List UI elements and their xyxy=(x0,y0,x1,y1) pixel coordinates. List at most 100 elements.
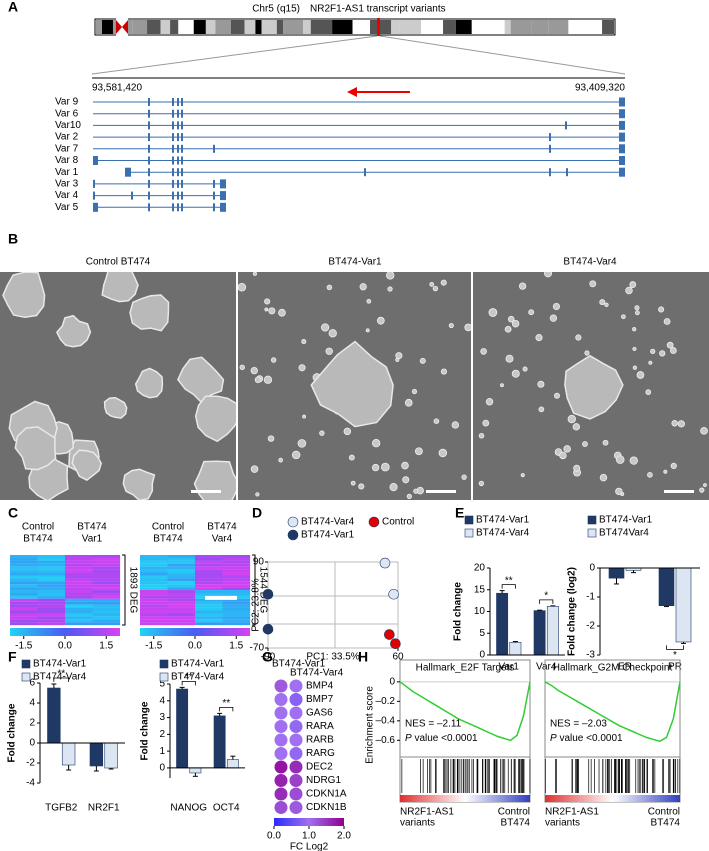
heat-cell xyxy=(195,563,223,567)
dot xyxy=(289,706,303,720)
legend-swatch xyxy=(587,528,597,538)
cell xyxy=(511,319,520,328)
heat-cell xyxy=(92,584,121,588)
gene-label: BMP4 xyxy=(306,681,334,692)
heat-cell xyxy=(10,581,38,585)
cell xyxy=(677,420,685,428)
panel-letter: H xyxy=(358,649,368,665)
heat-cell xyxy=(140,566,168,570)
cell xyxy=(528,309,535,316)
panel-letter: A xyxy=(8,0,18,15)
band xyxy=(132,20,148,34)
cell xyxy=(549,314,558,322)
colorbar xyxy=(274,818,344,826)
coordinate: 93,581,420 xyxy=(92,83,142,94)
cell-cluster xyxy=(564,354,624,420)
y-tick-label: -1 xyxy=(586,592,595,603)
gene-label: DEC2 xyxy=(306,762,333,773)
heat-cell xyxy=(222,569,251,573)
y-tick-label: –0.4 xyxy=(376,715,396,726)
cell xyxy=(366,298,372,304)
cell xyxy=(411,388,418,395)
band xyxy=(160,20,171,34)
legend-swatch xyxy=(21,672,31,682)
centromere xyxy=(122,20,128,34)
exon xyxy=(220,179,226,189)
cell xyxy=(663,318,671,325)
exon xyxy=(181,98,183,106)
cell xyxy=(343,427,352,436)
y-tick-label: 0 xyxy=(29,738,35,749)
cell xyxy=(448,322,454,329)
group-label: variants xyxy=(545,818,580,829)
legend-swatch xyxy=(159,672,169,682)
colorbar xyxy=(140,628,250,636)
legend-label: BT474-Var1 xyxy=(301,530,355,541)
heat-cell xyxy=(140,613,168,617)
image-label: BT474-Var1 xyxy=(328,257,382,268)
heat-cell xyxy=(37,569,66,573)
cell xyxy=(634,310,640,316)
cell xyxy=(432,285,439,292)
heat-cell xyxy=(37,610,66,614)
gene-label: GAS6 xyxy=(306,708,333,719)
y-tick-label: -70 xyxy=(250,643,265,654)
exon xyxy=(177,121,179,130)
heat-cell xyxy=(37,595,66,599)
heat-cell xyxy=(222,560,251,564)
cell xyxy=(328,329,337,338)
rank-bar xyxy=(400,795,530,802)
band xyxy=(255,20,262,34)
bar xyxy=(608,567,625,579)
heat-cell xyxy=(65,607,93,611)
y-tick-label: -4 xyxy=(26,778,35,789)
heat-cell xyxy=(195,616,223,620)
cell xyxy=(419,357,426,364)
heat-cell xyxy=(10,572,38,576)
heat-cell xyxy=(222,610,251,614)
heat-cell xyxy=(37,616,66,620)
cell xyxy=(451,421,460,429)
cell xyxy=(629,456,638,465)
point xyxy=(262,588,274,600)
heat-cell xyxy=(195,557,223,561)
p-symbol: P xyxy=(405,733,412,744)
colorbar-label: 0.0 xyxy=(58,641,72,652)
cell xyxy=(406,493,412,500)
exon xyxy=(148,144,150,153)
y-axis-label: Fold change xyxy=(453,582,464,641)
band xyxy=(510,20,532,34)
centromere xyxy=(116,20,122,34)
cell xyxy=(615,455,625,464)
heat-cell xyxy=(222,581,251,585)
exon xyxy=(172,179,174,188)
exon xyxy=(220,202,226,212)
heat-cell xyxy=(10,569,38,573)
exon xyxy=(213,191,215,200)
heat-cell xyxy=(195,598,223,602)
heat-cell xyxy=(92,590,121,594)
cell xyxy=(440,279,447,286)
band xyxy=(215,20,231,34)
heat-cell xyxy=(195,607,223,611)
exon xyxy=(177,156,179,165)
heat-cell xyxy=(167,610,196,614)
cell xyxy=(440,368,448,375)
heat-cell xyxy=(10,557,38,561)
group-label: Var1 xyxy=(82,534,103,545)
heat-cell xyxy=(10,616,38,620)
arrow-head xyxy=(347,87,357,97)
y-tick-label: 5 xyxy=(159,679,165,690)
cell-cluster xyxy=(101,272,139,303)
heat-cell xyxy=(92,575,121,579)
legend-swatch xyxy=(464,515,474,525)
cell xyxy=(264,307,269,312)
exon xyxy=(181,109,183,118)
heat-cell xyxy=(37,566,66,570)
heat-cell xyxy=(222,590,251,594)
cell xyxy=(538,406,545,413)
exon xyxy=(619,144,625,154)
heat-cell xyxy=(92,607,121,611)
category-label: NANOG xyxy=(170,803,207,814)
panel-letter: E xyxy=(455,505,464,521)
